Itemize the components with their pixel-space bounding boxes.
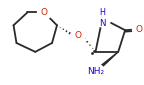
Text: NH₂: NH₂ (87, 67, 104, 76)
Text: N: N (99, 19, 106, 28)
Text: H: H (100, 8, 105, 17)
Text: O: O (41, 8, 48, 17)
Polygon shape (95, 52, 118, 72)
Text: O: O (74, 31, 81, 40)
Text: O: O (136, 25, 142, 34)
